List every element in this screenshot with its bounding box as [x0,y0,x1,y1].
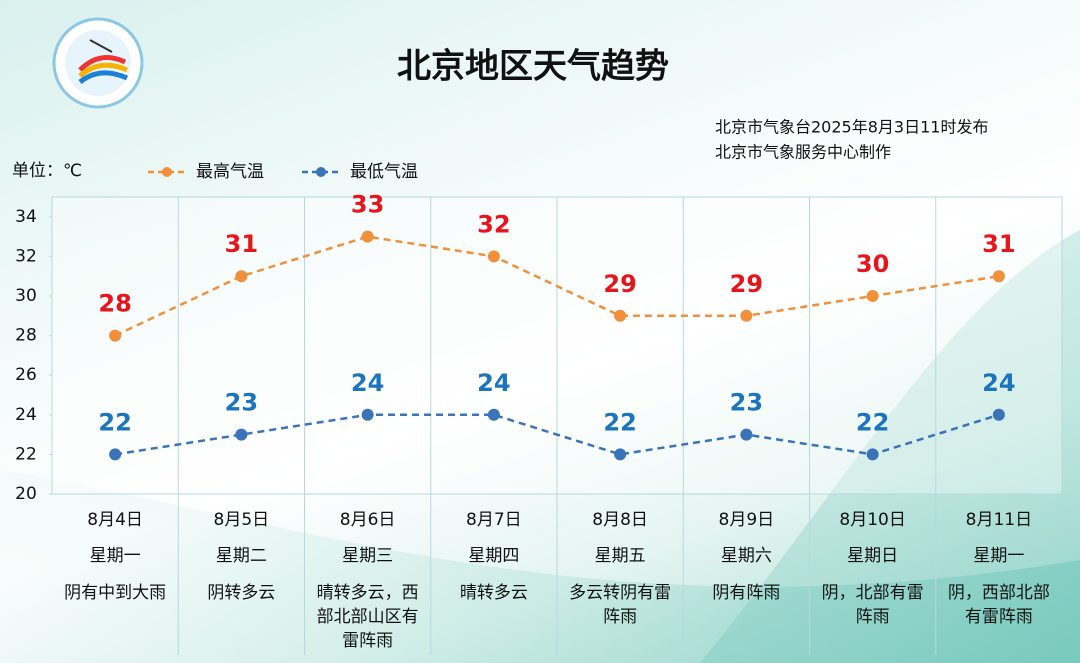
y-tick-label: 20 [15,484,37,504]
weekday-label: 星期日 [847,546,899,566]
weather-label: 阴，西部北部有雷阵雨 [947,583,1050,627]
legend-marker [162,167,172,177]
weekday-label: 星期一 [89,546,141,566]
date-label: 8月5日 [213,510,270,530]
data-label: 33 [351,191,384,219]
data-label: 22 [603,408,636,436]
data-label: 28 [98,290,131,318]
data-point [614,448,627,461]
weather-label: 晴转多云，西部北部山区有雷阵雨 [316,583,419,651]
y-tick-label: 32 [15,246,37,266]
date-label: 8月4日 [87,510,143,530]
data-point [361,408,374,421]
weather-label: 阴，北部有雷阵雨 [821,583,924,627]
data-label: 32 [477,210,510,238]
weekday-label: 星期四 [468,546,520,566]
series-line [114,235,1000,337]
data-label: 29 [603,270,636,298]
data-label: 29 [730,270,763,298]
decor-wave [700,230,1080,663]
data-point [487,408,500,421]
y-tick-label: 34 [15,207,37,227]
legend-label: 最高气温 [196,162,264,182]
unit-label: 单位：℃ [12,161,82,181]
weekday-label: 星期一 [973,546,1025,566]
legend-marker [316,167,326,177]
date-label: 8月6日 [339,510,396,530]
weather-label: 阴有阵雨 [712,583,781,603]
weather-label: 晴转多云 [459,583,528,603]
data-label: 31 [982,230,1015,258]
weekday-label: 星期五 [594,546,646,566]
weather-label: 阴转多云 [207,583,276,603]
data-label: 23 [225,389,258,417]
data-point [866,290,879,302]
data-point [109,448,122,461]
date-label: 8月7日 [466,510,522,530]
weather-label: 多云转阴有雷阵雨 [569,583,672,627]
data-point [109,329,122,342]
date-label: 8月8日 [592,510,648,530]
data-point [487,250,500,263]
data-label: 30 [856,250,889,278]
data-label: 22 [98,408,131,436]
y-tick-label: 22 [15,444,37,464]
legend-label: 最低气温 [350,162,418,182]
logo [52,17,144,109]
chart-title: 北京地区天气趋势 [397,47,669,87]
data-point [992,408,1005,421]
y-tick-label: 30 [15,286,37,306]
data-label: 24 [477,369,510,397]
data-point [614,309,627,322]
series-line [114,413,1000,456]
weather-label: 阴有中到大雨 [64,583,167,603]
data-label: 24 [982,369,1015,397]
data-label: 31 [225,230,258,258]
data-point [361,230,374,243]
data-label: 23 [730,389,763,417]
date-label: 8月10日 [839,510,906,530]
weekday-label: 星期三 [342,546,394,566]
y-tick-label: 28 [15,326,37,346]
data-point [235,270,248,283]
data-point [235,428,248,441]
weekday-label: 星期六 [720,546,772,566]
date-label: 8月11日 [965,510,1033,530]
credit: 北京市气象服务中心制作 [715,143,891,162]
data-point [992,270,1005,283]
credit: 北京市气象台2025年8月3日11时发布 [715,118,988,137]
data-label: 24 [351,369,384,397]
date-label: 8月9日 [718,510,775,530]
weekday-label: 星期二 [215,546,267,566]
data-point [740,309,753,322]
data-point [866,448,879,461]
data-label: 22 [856,408,889,436]
data-point [740,428,753,441]
y-tick-label: 26 [15,365,37,385]
y-tick-label: 24 [15,405,37,425]
